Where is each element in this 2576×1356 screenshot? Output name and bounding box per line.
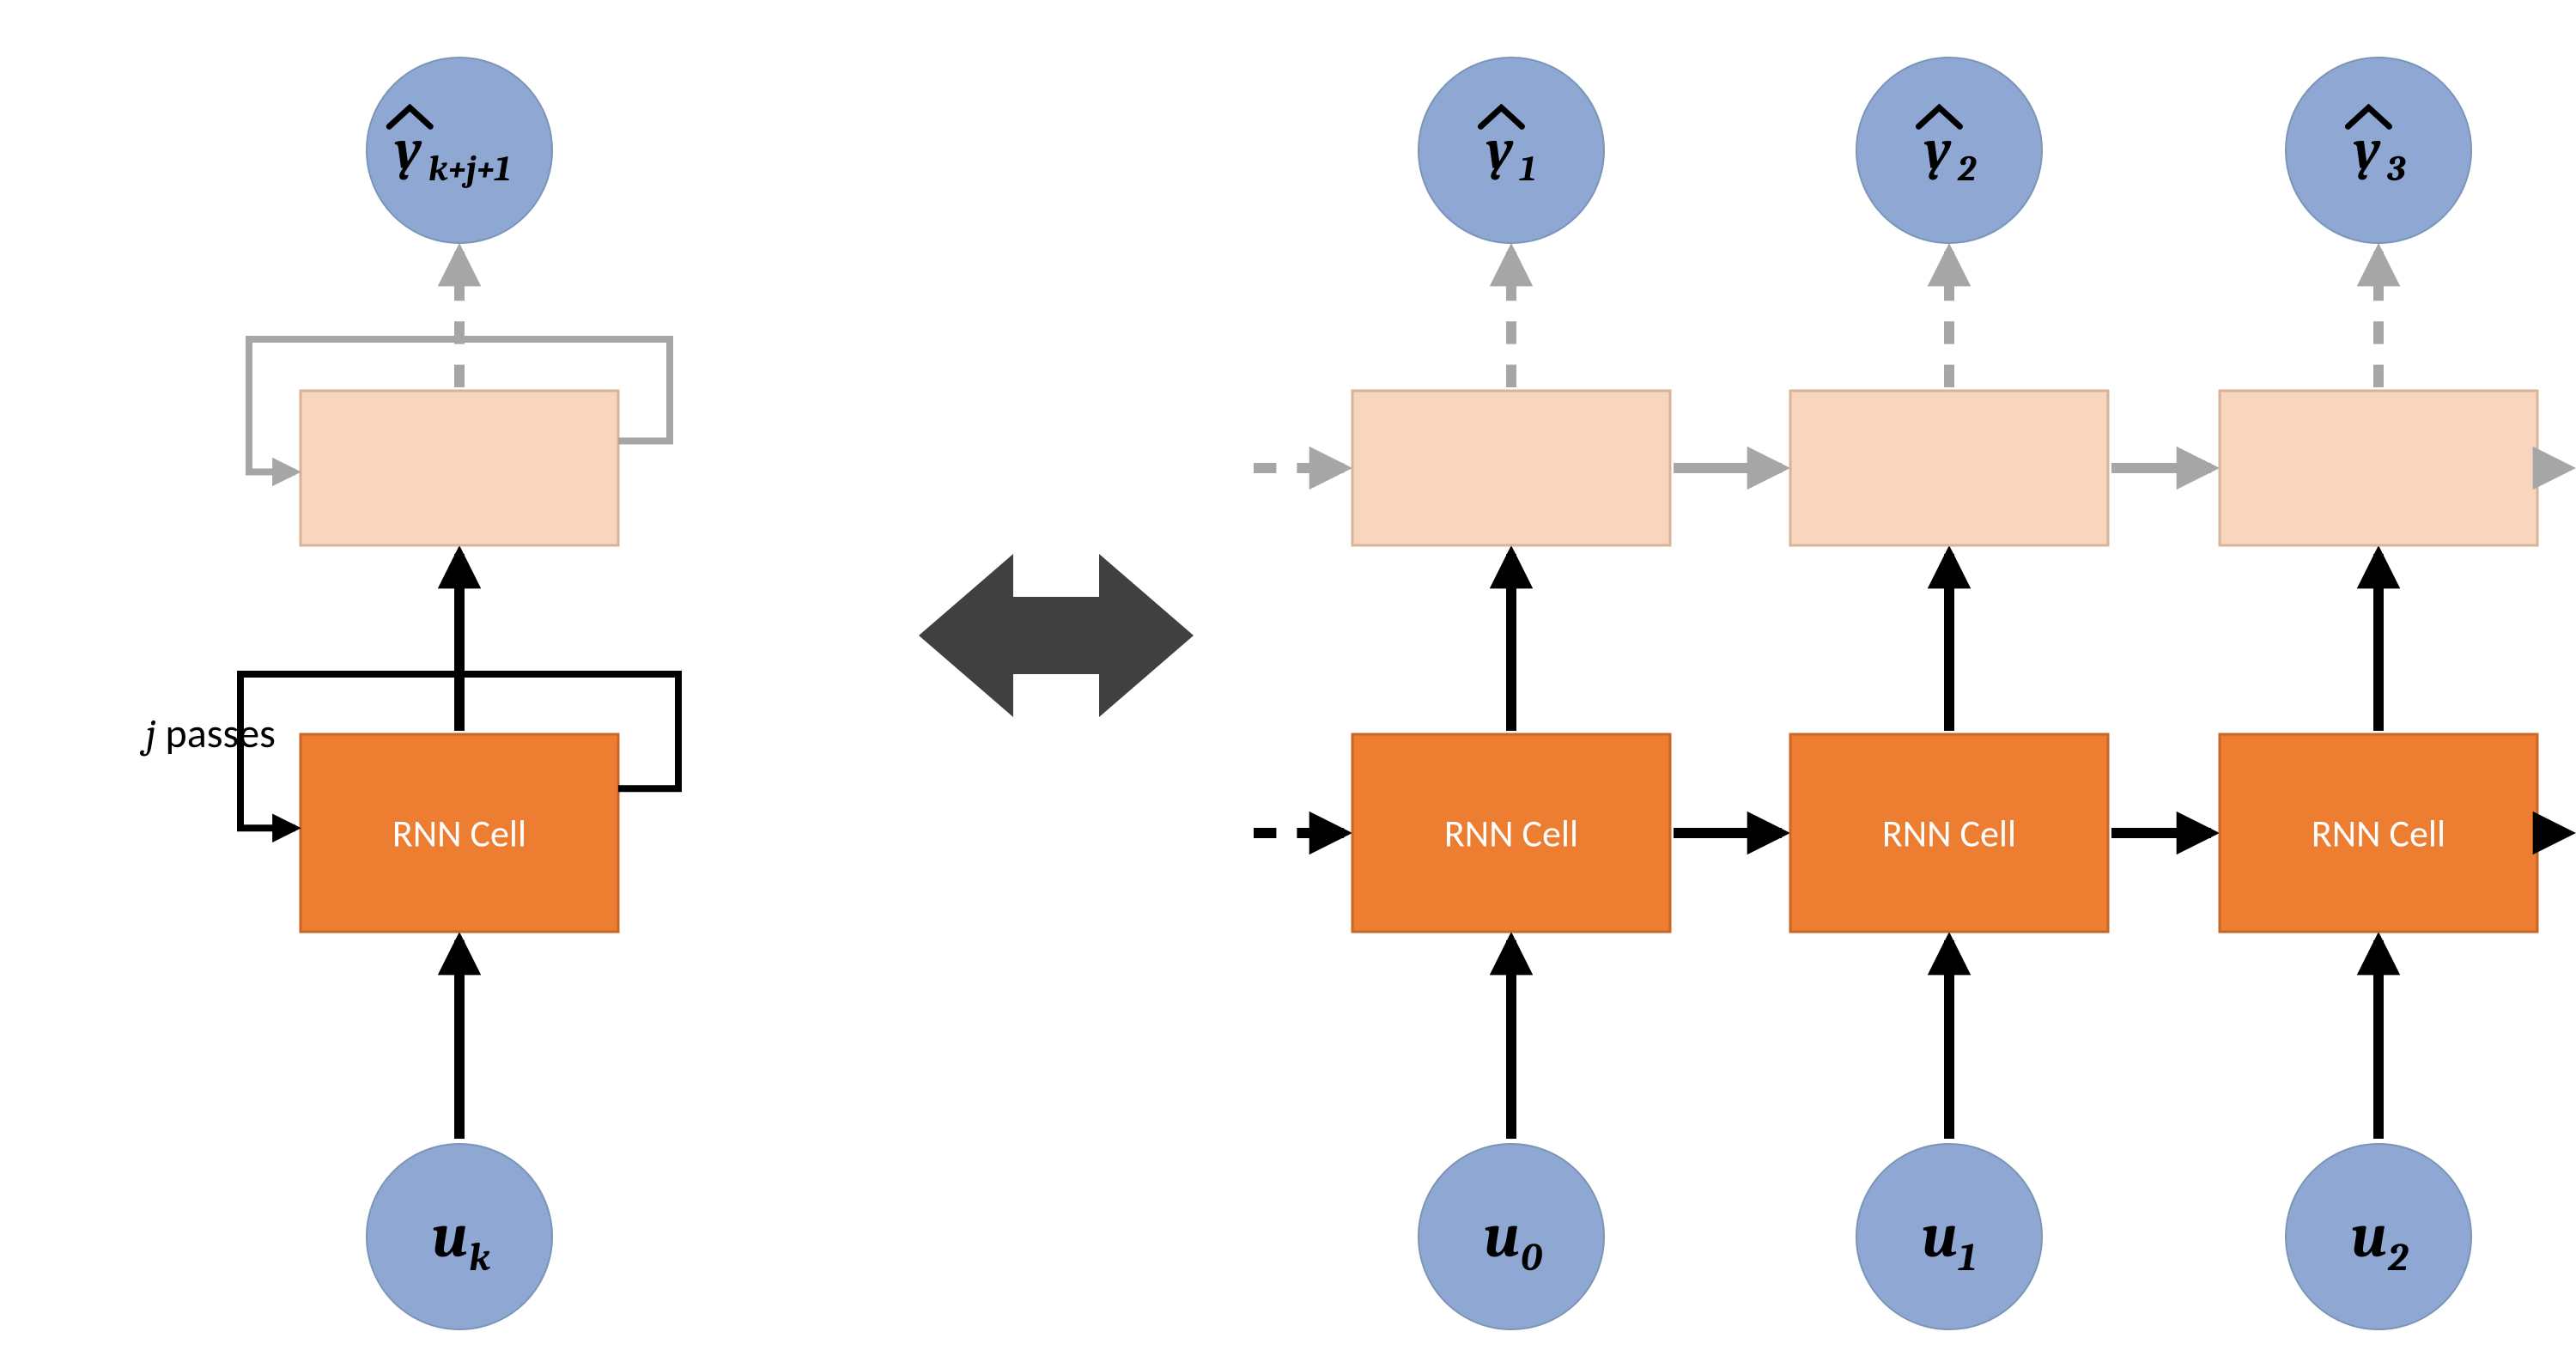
svg-text:y: y bbox=[394, 118, 422, 181]
svg-text:0: 0 bbox=[1521, 1235, 1542, 1280]
svg-text:y: y bbox=[2353, 118, 2381, 181]
top-cell-0 bbox=[1352, 391, 1670, 545]
top-cell-left bbox=[301, 391, 618, 545]
svg-text:u: u bbox=[432, 1201, 468, 1272]
rnn-cell-label-left: RNN Cell bbox=[392, 810, 526, 856]
rnn-cell-label-0: RNN Cell bbox=[1444, 810, 1578, 856]
svg-text:k+j+1: k+j+1 bbox=[428, 148, 511, 190]
svg-text:1: 1 bbox=[1958, 1235, 1976, 1280]
rnn-cell-label-1: RNN Cell bbox=[1882, 810, 2016, 856]
svg-text:2: 2 bbox=[1957, 148, 1977, 190]
svg-text:1: 1 bbox=[1519, 148, 1535, 190]
svg-text:u: u bbox=[1922, 1201, 1958, 1272]
svg-text:u: u bbox=[1484, 1201, 1520, 1272]
svg-text:3: 3 bbox=[2387, 148, 2406, 190]
passes-label: j passes bbox=[139, 708, 276, 758]
svg-text:y: y bbox=[1923, 118, 1952, 181]
svg-text:u: u bbox=[2351, 1201, 2387, 1272]
equivalence-arrow bbox=[919, 554, 1194, 717]
svg-text:y: y bbox=[1485, 118, 1514, 181]
rnn-cell-label-2: RNN Cell bbox=[2312, 810, 2445, 856]
svg-text:2: 2 bbox=[2387, 1235, 2409, 1280]
top-cell-2 bbox=[2220, 391, 2537, 545]
svg-text:k: k bbox=[469, 1235, 490, 1280]
top-cell-1 bbox=[1790, 391, 2108, 545]
